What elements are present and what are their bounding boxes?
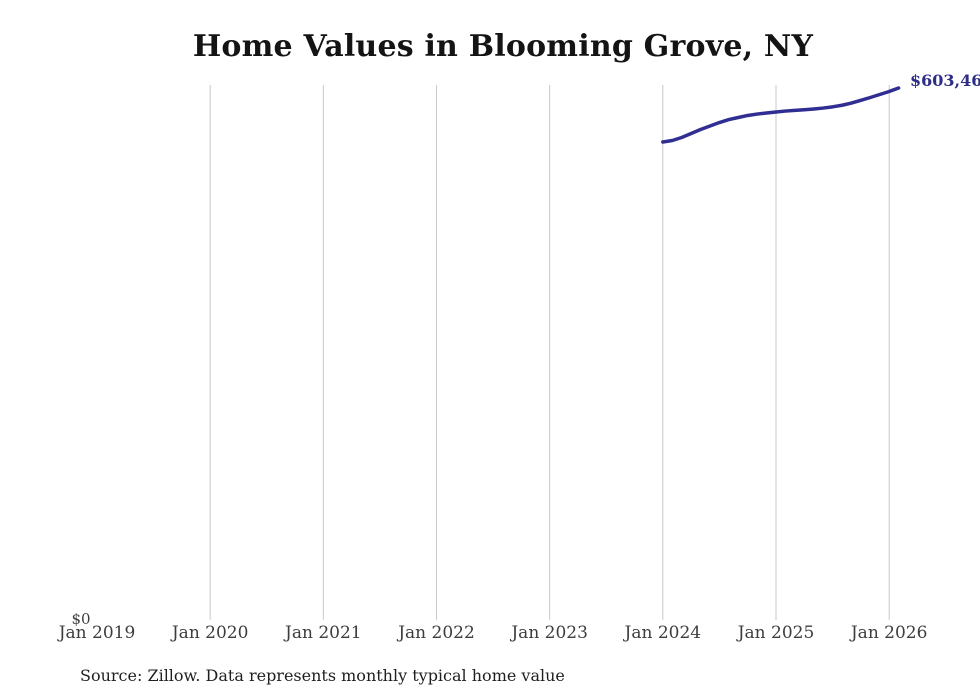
source-note: Source: Zillow. Data represents monthly …: [80, 666, 565, 685]
x-tick-label: Jan 2025: [737, 623, 815, 643]
x-tick-label: Jan 2022: [398, 623, 475, 643]
x-tick-label: Jan 2020: [171, 623, 249, 643]
x-tick-label: Jan 2023: [511, 623, 588, 643]
x-tick-label: Jan 2024: [624, 623, 702, 643]
vertical-gridlines: [209, 85, 890, 620]
x-tick-label: Jan 2019: [58, 623, 136, 643]
chart-title: Home Values in Blooming Grove, NY: [192, 29, 814, 64]
x-tick-label: Jan 2021: [285, 623, 362, 643]
latest-value-label: $603,460: [910, 71, 980, 90]
home-value-line: [661, 86, 901, 144]
x-tick-label: Jan 2026: [850, 623, 928, 643]
y-axis-zero-label: $0: [71, 610, 91, 628]
